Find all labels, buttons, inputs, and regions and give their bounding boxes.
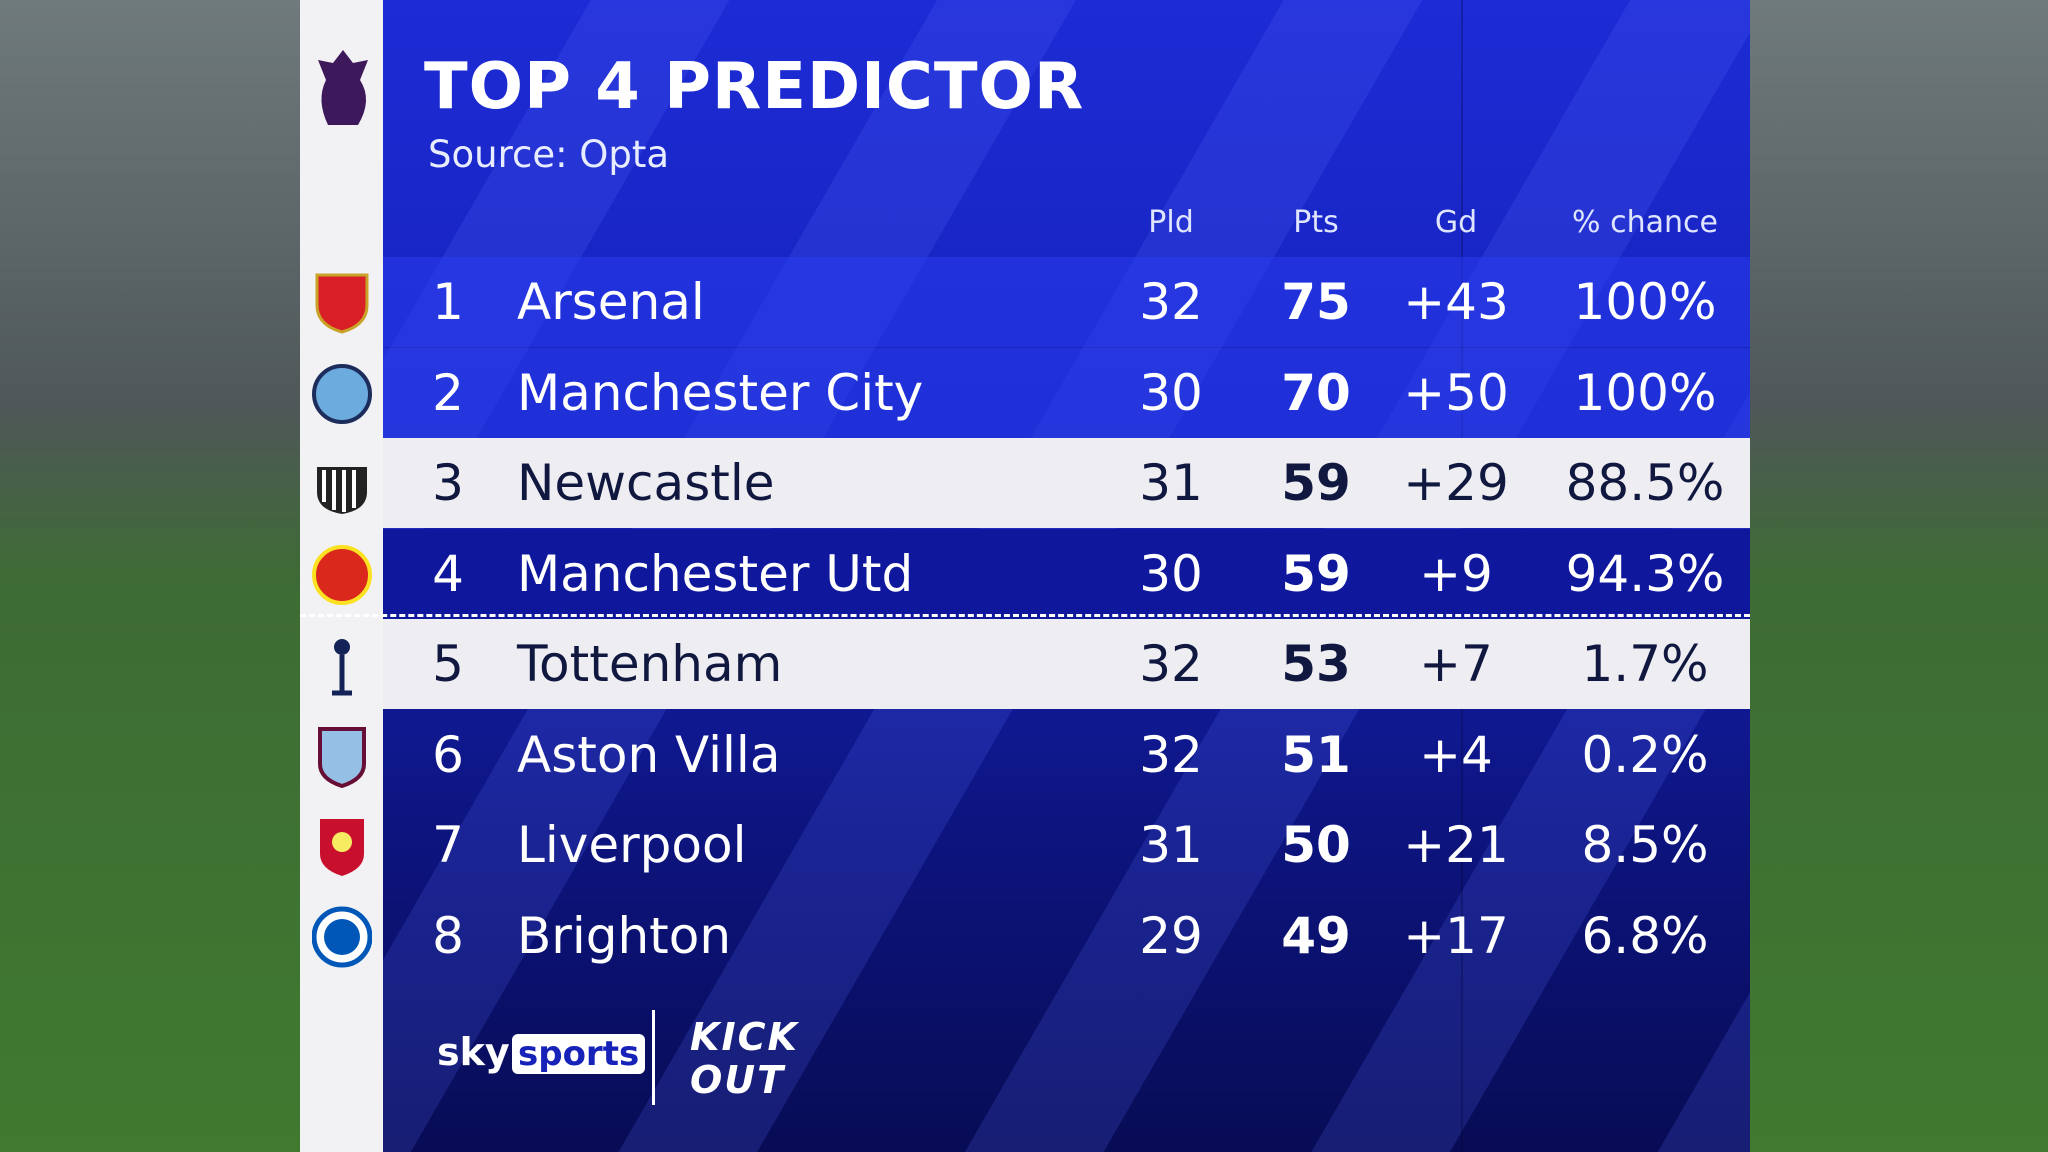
crest xyxy=(312,906,372,968)
pts: 59 xyxy=(1281,544,1351,603)
title: TOP 4 PREDICTOR xyxy=(424,50,1085,124)
chance: 100% xyxy=(1573,273,1717,331)
table-row: 7 Liverpool 31 50 +21 8.5% xyxy=(383,800,1750,890)
position: 3 xyxy=(432,454,464,512)
table-row: 6 Aston Villa 32 51 +4 0.2% xyxy=(383,710,1750,800)
table-row: 2 Manchester City 30 70 +50 100% xyxy=(383,347,1750,438)
table-row: 3 Newcastle 31 59 +29 88.5% xyxy=(383,438,1750,528)
column-header: Pts xyxy=(1293,205,1339,240)
team-name: Arsenal xyxy=(517,273,705,331)
chance: 88.5% xyxy=(1565,454,1725,512)
crest xyxy=(312,364,372,424)
sports-logo: sports xyxy=(512,1034,646,1074)
crest xyxy=(332,639,352,696)
pld: 32 xyxy=(1139,725,1203,784)
pts: 70 xyxy=(1281,363,1351,422)
logo-divider xyxy=(652,1010,655,1105)
chance: 1.7% xyxy=(1581,635,1709,693)
crest xyxy=(317,467,367,514)
pts: 53 xyxy=(1281,635,1351,693)
crest xyxy=(312,545,372,605)
crest xyxy=(318,727,366,788)
chance: 0.2% xyxy=(1581,725,1709,784)
stadium-right xyxy=(1750,0,2048,1152)
team-name: Manchester City xyxy=(517,363,924,422)
column-header: Gd xyxy=(1434,205,1478,240)
position: 7 xyxy=(432,816,464,874)
pld: 30 xyxy=(1139,363,1203,422)
pld: 31 xyxy=(1139,454,1203,512)
gd: +7 xyxy=(1419,635,1493,693)
gd: +4 xyxy=(1419,725,1493,784)
team-name: Newcastle xyxy=(517,454,775,512)
pld: 30 xyxy=(1139,544,1203,603)
crest xyxy=(320,819,364,876)
chance: 94.3% xyxy=(1565,544,1725,603)
position: 2 xyxy=(432,363,464,422)
position: 1 xyxy=(432,273,464,331)
gd: +17 xyxy=(1403,906,1509,965)
chance: 8.5% xyxy=(1581,816,1709,874)
kick-it-out-logo: KICK xyxy=(690,1015,799,1059)
gd: +9 xyxy=(1419,544,1493,603)
column-header: Pld xyxy=(1148,205,1194,240)
team-name: Tottenham xyxy=(517,635,783,693)
gd: +43 xyxy=(1403,273,1509,331)
team-name: Liverpool xyxy=(517,816,747,874)
pts: 75 xyxy=(1281,273,1351,331)
team-name: Aston Villa xyxy=(517,725,781,784)
pts: 49 xyxy=(1281,906,1351,965)
pts: 59 xyxy=(1281,454,1351,512)
chance: 100% xyxy=(1573,363,1717,422)
kick-it-out-logo: OUT xyxy=(690,1058,786,1102)
crest xyxy=(315,273,369,334)
pts: 51 xyxy=(1281,725,1351,784)
position: 6 xyxy=(432,725,464,784)
sky-logo: sky xyxy=(437,1030,510,1074)
stadium-left xyxy=(0,0,300,1152)
gd: +21 xyxy=(1403,816,1509,874)
pld: 32 xyxy=(1139,635,1203,693)
position: 4 xyxy=(432,544,464,603)
pts: 50 xyxy=(1281,816,1351,874)
pld: 32 xyxy=(1139,273,1203,331)
subtitle: Source: Opta xyxy=(428,133,670,176)
team-name: Manchester Utd xyxy=(517,544,914,603)
gd: +50 xyxy=(1403,363,1509,422)
cutoff-line xyxy=(300,614,1750,617)
table-row: 4 Manchester Utd 30 59 +9 94.3% xyxy=(383,528,1750,619)
chance: 6.8% xyxy=(1581,906,1709,965)
league-logo xyxy=(318,50,368,125)
team-name: Brighton xyxy=(517,906,732,965)
table-row: 5 Tottenham 32 53 +7 1.7% xyxy=(383,619,1750,709)
pld: 31 xyxy=(1139,816,1203,874)
column-header: % chance xyxy=(1572,205,1718,240)
table-row: 8 Brighton 29 49 +17 6.8% xyxy=(383,891,1750,981)
position: 5 xyxy=(432,635,464,693)
position: 8 xyxy=(432,906,464,965)
table-row: 1 Arsenal 32 75 +43 100% xyxy=(383,257,1750,347)
pld: 29 xyxy=(1139,906,1203,965)
gd: +29 xyxy=(1403,454,1509,512)
